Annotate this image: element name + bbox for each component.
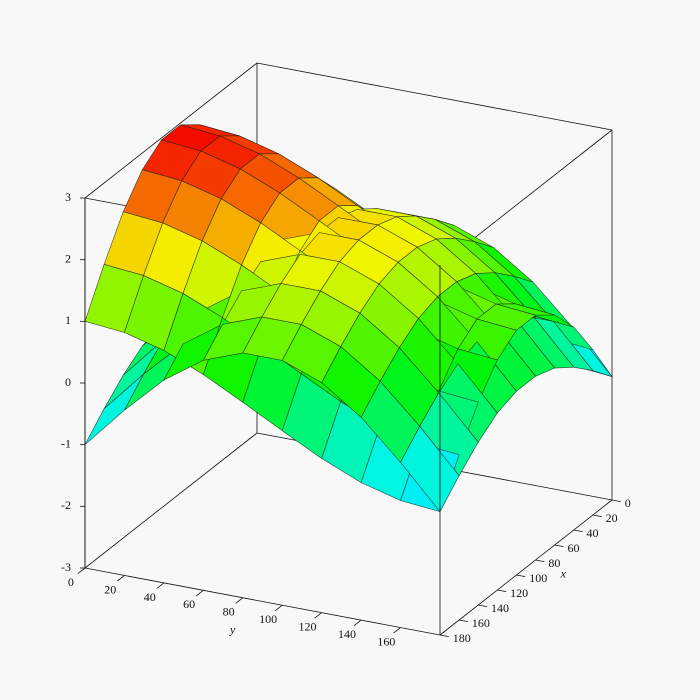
x-tick bbox=[478, 604, 488, 608]
z-tick-label: -3 bbox=[61, 560, 71, 574]
x-tick-label: 160 bbox=[472, 616, 490, 630]
x-tick bbox=[497, 589, 507, 593]
z-tick-label: 1 bbox=[65, 313, 71, 327]
x-tick-label: 0 bbox=[625, 496, 631, 510]
x-tick bbox=[611, 499, 621, 503]
z-tick-label: 0 bbox=[65, 375, 71, 389]
x-tick bbox=[592, 514, 602, 518]
x-tick-label: 180 bbox=[453, 631, 471, 645]
box-edge bbox=[84, 567, 441, 636]
z-tick-label: -1 bbox=[61, 436, 71, 450]
x-tick bbox=[554, 544, 564, 548]
y-tick-label: 20 bbox=[104, 582, 116, 596]
y-axis-label: y bbox=[229, 623, 236, 637]
box-edge bbox=[84, 62, 258, 199]
y-tick-label: 140 bbox=[338, 627, 356, 641]
box-edge bbox=[439, 499, 613, 636]
y-tick bbox=[196, 590, 204, 597]
z-tick-label: 3 bbox=[65, 190, 71, 204]
x-tick-label: 60 bbox=[567, 541, 579, 555]
y-tick-label: 60 bbox=[183, 597, 195, 611]
surface-patch bbox=[84, 373, 144, 445]
y-tick-label: 80 bbox=[223, 605, 235, 619]
x-tick-label: 140 bbox=[491, 601, 509, 615]
x-tick-label: 40 bbox=[587, 526, 599, 540]
z-tick-label: 2 bbox=[65, 251, 71, 265]
x-tick-label: 100 bbox=[529, 571, 547, 585]
y-tick bbox=[235, 597, 244, 604]
x-tick-label: 80 bbox=[548, 556, 560, 570]
x-tick bbox=[573, 529, 583, 533]
y-tick bbox=[156, 582, 165, 589]
y-tick bbox=[77, 567, 86, 574]
y-tick bbox=[393, 627, 401, 634]
z-tick-label: -2 bbox=[61, 498, 71, 512]
y-tick-label: 100 bbox=[259, 612, 277, 626]
x-tick bbox=[535, 559, 545, 563]
y-tick-label: 0 bbox=[68, 575, 74, 589]
y-tick-label: 40 bbox=[144, 590, 156, 604]
y-tick bbox=[117, 575, 125, 582]
box-edge bbox=[84, 432, 258, 569]
x-tick-label: 120 bbox=[510, 586, 528, 600]
x-tick bbox=[439, 634, 449, 638]
y-tick-label: 160 bbox=[377, 634, 395, 648]
x-tick bbox=[516, 574, 526, 578]
y-tick bbox=[274, 604, 283, 612]
x-tick bbox=[459, 619, 469, 623]
y-tick-label: 120 bbox=[299, 620, 317, 634]
x-axis-label: x bbox=[560, 566, 567, 580]
y-tick bbox=[353, 619, 362, 626]
y-tick bbox=[314, 612, 322, 619]
x-tick-label: 20 bbox=[606, 511, 618, 525]
box-edge bbox=[256, 62, 613, 131]
